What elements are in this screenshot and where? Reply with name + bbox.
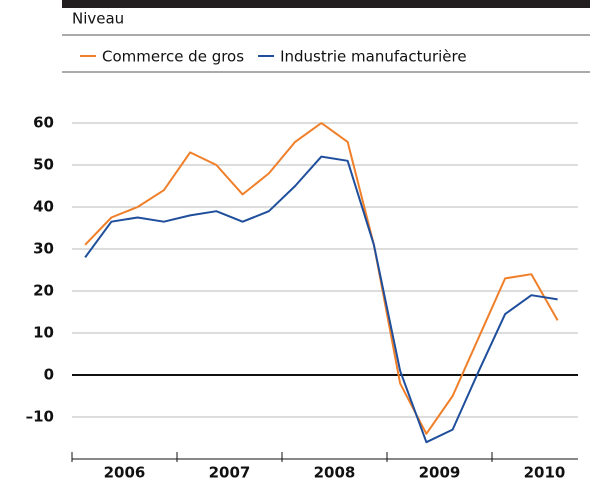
y-tick-label: 50: [33, 156, 54, 174]
y-tick-label: 40: [33, 198, 54, 216]
y-tick-label: –10: [26, 408, 54, 426]
x-tick-label: 2007: [209, 464, 251, 482]
x-tick-label: 2008: [314, 464, 356, 482]
y-tick-label: 30: [33, 240, 54, 258]
series-line: [84, 155, 558, 444]
y-tick-label: 60: [33, 114, 54, 132]
series-line: [84, 122, 559, 435]
y-tick-label: 20: [33, 282, 54, 300]
legend-label: Industrie manufacturière: [280, 48, 467, 66]
y-axis-label: Niveau: [72, 10, 124, 28]
y-tick-label: 10: [33, 324, 54, 342]
header-bar: [62, 0, 590, 8]
legend-label: Commerce de gros: [102, 48, 244, 66]
x-tick-label: 2010: [524, 464, 566, 482]
y-tick-label: 0: [44, 366, 54, 384]
x-tick-label: 2009: [419, 464, 461, 482]
x-tick-label: 2006: [104, 464, 146, 482]
